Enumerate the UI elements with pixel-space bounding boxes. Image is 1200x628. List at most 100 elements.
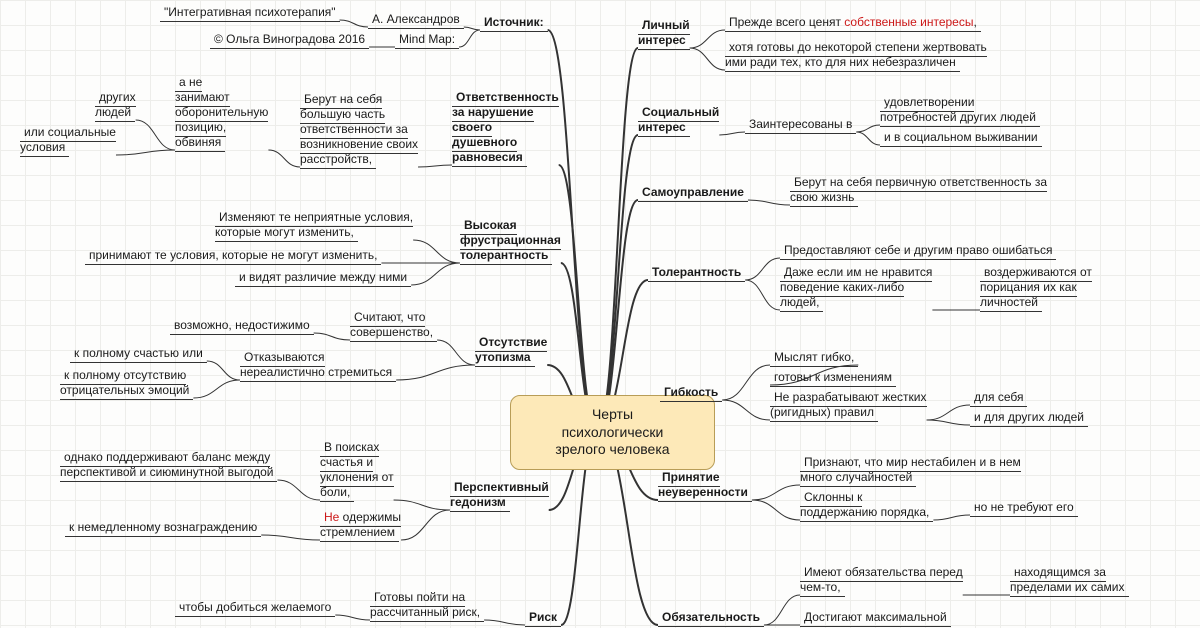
edge xyxy=(437,340,475,365)
node-label: и в социальном выживании xyxy=(880,129,1042,147)
edge xyxy=(340,20,368,27)
node-label: однако поддерживают баланс междуперспект… xyxy=(60,449,277,482)
node-resp2: а незанимаютоборонительнуюпозицию,обвиня… xyxy=(175,75,268,150)
node-label: принимают те условия, которые не могут и… xyxy=(85,247,381,265)
edge xyxy=(484,620,525,625)
edge xyxy=(764,595,800,625)
node-label: удовлетворениипотребностей других людей xyxy=(880,94,1040,127)
node-label: Берут на себя первичную ответственность … xyxy=(790,174,1047,207)
node-label: чтобы добиться желаемого xyxy=(175,599,335,617)
node-label: Социальныйинтерес xyxy=(638,104,719,137)
node-soc1a: удовлетворениипотребностей других людей xyxy=(880,95,1040,125)
node-frus: Высокаяфрустрационнаятолерантность xyxy=(460,218,561,263)
node-label: Мыслят гибко, xyxy=(770,349,858,367)
node-resp4: или социальныеусловия xyxy=(20,125,116,155)
edge xyxy=(856,125,880,132)
node-label: Mind Map: xyxy=(395,31,459,49)
node-hed: Перспективныйгедонизм xyxy=(450,480,549,510)
edge xyxy=(752,500,800,520)
node-label: Обязательность xyxy=(658,609,764,627)
edge xyxy=(268,150,300,167)
node-label: Высокаяфрустрационнаятолерантность xyxy=(460,217,561,265)
node-label: Считают, чтосовершенство, xyxy=(350,309,437,342)
node-label: Предоставляют себе и другим право ошибат… xyxy=(780,242,1056,260)
node-utop1a: возможно, недостижимо xyxy=(170,318,314,333)
node-hed1: В поискахсчастья иуклонения отболи, xyxy=(320,440,394,500)
node-self: Самоуправление xyxy=(638,185,748,200)
node-label: Не одержимыстремлением xyxy=(320,509,401,542)
node-label: другихлюдей xyxy=(95,89,136,122)
edge xyxy=(559,165,598,429)
node-tol2: Даже если им не нравитсяповедение каких-… xyxy=(780,265,932,310)
node-utop2a: к полному счастью или xyxy=(70,346,207,361)
node-pers1: Прежде всего ценят собственные интересы, xyxy=(725,15,981,30)
node-src2: © Ольга Виноградова 2016 xyxy=(210,32,369,47)
node-label: "Интегративная психотерапия" xyxy=(160,4,340,22)
edge xyxy=(277,480,320,500)
edge xyxy=(598,48,639,429)
node-frus1: Изменяют те неприятные условия,которые м… xyxy=(215,210,413,240)
node-flex1: Мыслят гибко, xyxy=(770,350,858,365)
node-label: Достигают максимальной xyxy=(800,609,951,627)
node-label: Даже если им не нравитсяповедение каких-… xyxy=(780,264,932,312)
edge xyxy=(722,400,770,420)
node-flex2: Не разрабатывают жестких(ригидных) прави… xyxy=(770,390,927,420)
edge xyxy=(745,258,780,280)
edge xyxy=(690,48,725,70)
edge xyxy=(335,615,370,620)
node-unc1: Признают, что мир нестабилен и в неммног… xyxy=(800,455,1021,485)
edge xyxy=(856,132,880,145)
node-soc: Социальныйинтерес xyxy=(638,105,719,135)
edge xyxy=(927,405,971,420)
node-src1: "Интегративная психотерапия" xyxy=(160,5,340,20)
edge xyxy=(745,280,780,310)
node-label: Ответственностьза нарушениесвоегодушевно… xyxy=(452,89,559,167)
edge xyxy=(261,535,320,540)
node-obl: Обязательность xyxy=(658,610,764,625)
node-label: Признают, что мир нестабилен и в неммног… xyxy=(800,454,1021,487)
edge xyxy=(722,365,770,400)
node-label: находящимся запределами их самих xyxy=(1010,564,1129,597)
edge xyxy=(411,263,460,285)
node-label: А. Александров xyxy=(368,11,464,29)
node-src1a: А. Александров xyxy=(368,12,464,27)
node-label: Толерантность xyxy=(648,264,745,282)
node-utop2b: к полному отсутствиюотрицательных эмоций xyxy=(60,368,193,398)
node-flex2a: для себя xyxy=(970,390,1027,405)
node-utop2: Отказываютсянереалистично стремиться xyxy=(240,350,396,380)
node-label: воздерживаются отпорицания их какличност… xyxy=(980,264,1092,312)
node-unc2a: но не требуют его xyxy=(970,500,1078,515)
node-label: но не требуют его xyxy=(970,499,1078,517)
node-frus3: и видят различие между ними xyxy=(235,270,411,285)
node-label: а незанимаютоборонительнуюпозицию,обвиня… xyxy=(175,74,268,152)
edge xyxy=(418,165,452,167)
edge xyxy=(396,365,475,380)
node-label: и для других людей xyxy=(970,409,1088,427)
edge xyxy=(207,361,240,380)
node-label: возможно, недостижимо xyxy=(170,317,314,335)
node-label: Риск xyxy=(525,609,561,627)
node-obl1a: находящимся запределами их самих xyxy=(1010,565,1129,595)
node-src2a: Mind Map: xyxy=(395,32,459,47)
node-self1: Берут на себя первичную ответственность … xyxy=(790,175,1047,205)
edge xyxy=(136,120,175,150)
node-utop1: Считают, чтосовершенство, xyxy=(350,310,437,340)
node-label: Источник: xyxy=(480,14,548,32)
node-flex1a: готовы к изменениям xyxy=(770,370,896,385)
edge xyxy=(116,150,175,155)
node-obl2: Достигают максимальной xyxy=(800,610,951,625)
node-unc2: Склонны кподдержанию порядка, xyxy=(800,490,933,520)
edge xyxy=(193,380,240,398)
node-label: к полному счастью или xyxy=(70,345,207,363)
node-utop: Отсутствиеутопизма xyxy=(475,335,547,365)
node-resp1: Берут на себябольшую частьответственност… xyxy=(300,92,418,167)
node-label: Имеют обязательства передчем-то, xyxy=(800,564,963,597)
node-risk1a: чтобы добиться желаемого xyxy=(175,600,335,615)
center-topic: Чертыпсихологическизрелого человека xyxy=(510,395,715,470)
edge xyxy=(464,27,480,30)
node-hed2: Не одержимыстремлением xyxy=(320,510,401,540)
node-pers: Личныйинтерес xyxy=(638,18,690,48)
node-label: Отсутствиеутопизма xyxy=(475,334,547,367)
node-resp: Ответственностьза нарушениесвоегодушевно… xyxy=(452,90,559,165)
node-label: Прежде всего ценят собственные интересы, xyxy=(725,14,981,32)
